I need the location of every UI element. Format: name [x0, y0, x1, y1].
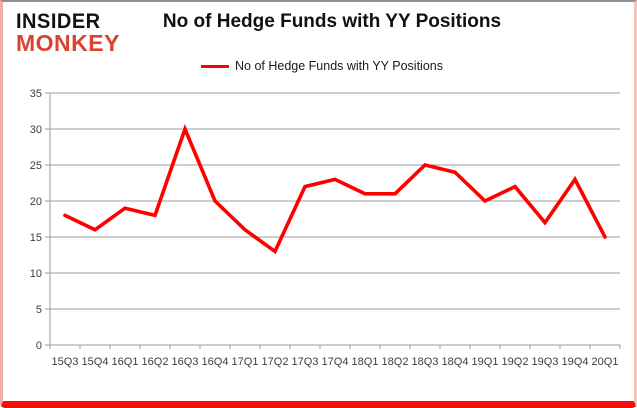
- x-axis-label: 18Q4: [442, 356, 469, 368]
- x-axis-label: 19Q1: [472, 356, 499, 368]
- y-axis-label: 30: [30, 124, 42, 136]
- x-axis-label: 18Q3: [412, 356, 439, 368]
- x-axis-label: 20Q1: [592, 356, 619, 368]
- x-axis-label: 15Q3: [52, 356, 79, 368]
- legend-line-swatch: [201, 64, 229, 68]
- logo-text-insider: INSIDER: [16, 10, 101, 34]
- x-axis-label: 16Q1: [112, 356, 139, 368]
- x-axis-label: 17Q2: [262, 356, 289, 368]
- x-axis-label: 18Q2: [382, 356, 409, 368]
- legend: No of Hedge Funds with YY Positions: [30, 58, 614, 74]
- x-axis-label: 15Q4: [82, 356, 109, 368]
- x-axis-label: 16Q3: [172, 356, 199, 368]
- y-axis-label: 5: [36, 304, 42, 316]
- x-axis-label: 16Q2: [142, 356, 169, 368]
- y-axis-label: 0: [36, 340, 42, 352]
- legend-label: No of Hedge Funds with YY Positions: [235, 59, 443, 73]
- y-axis-label: 35: [30, 88, 42, 100]
- chart-title: No of Hedge Funds with YY Positions: [162, 11, 502, 32]
- y-axis-label: 20: [30, 196, 42, 208]
- x-axis-label: 19Q2: [502, 356, 529, 368]
- logo-text-monkey: MONKEY: [16, 30, 120, 56]
- x-axis-label: 16Q4: [202, 356, 229, 368]
- x-axis-label: 17Q1: [232, 356, 259, 368]
- x-axis-label: 19Q4: [562, 356, 589, 368]
- y-axis-label: 15: [30, 232, 42, 244]
- y-axis-label: 10: [30, 268, 42, 280]
- series-line: [63, 123, 607, 255]
- insider-monkey-logo: INSIDER MONKEY: [16, 10, 120, 55]
- plot-area: 0 5 10 15 20 25 30 35 15Q3 15Q4 16Q1 16Q2 16Q3 16Q4 17…: [3, 82, 634, 387]
- y-axis-label: 25: [30, 160, 42, 172]
- x-axis-label: 19Q3: [532, 356, 559, 368]
- x-axis-label: 17Q4: [322, 356, 349, 368]
- x-axis-label: 17Q3: [292, 356, 319, 368]
- x-axis-label: 18Q1: [352, 356, 379, 368]
